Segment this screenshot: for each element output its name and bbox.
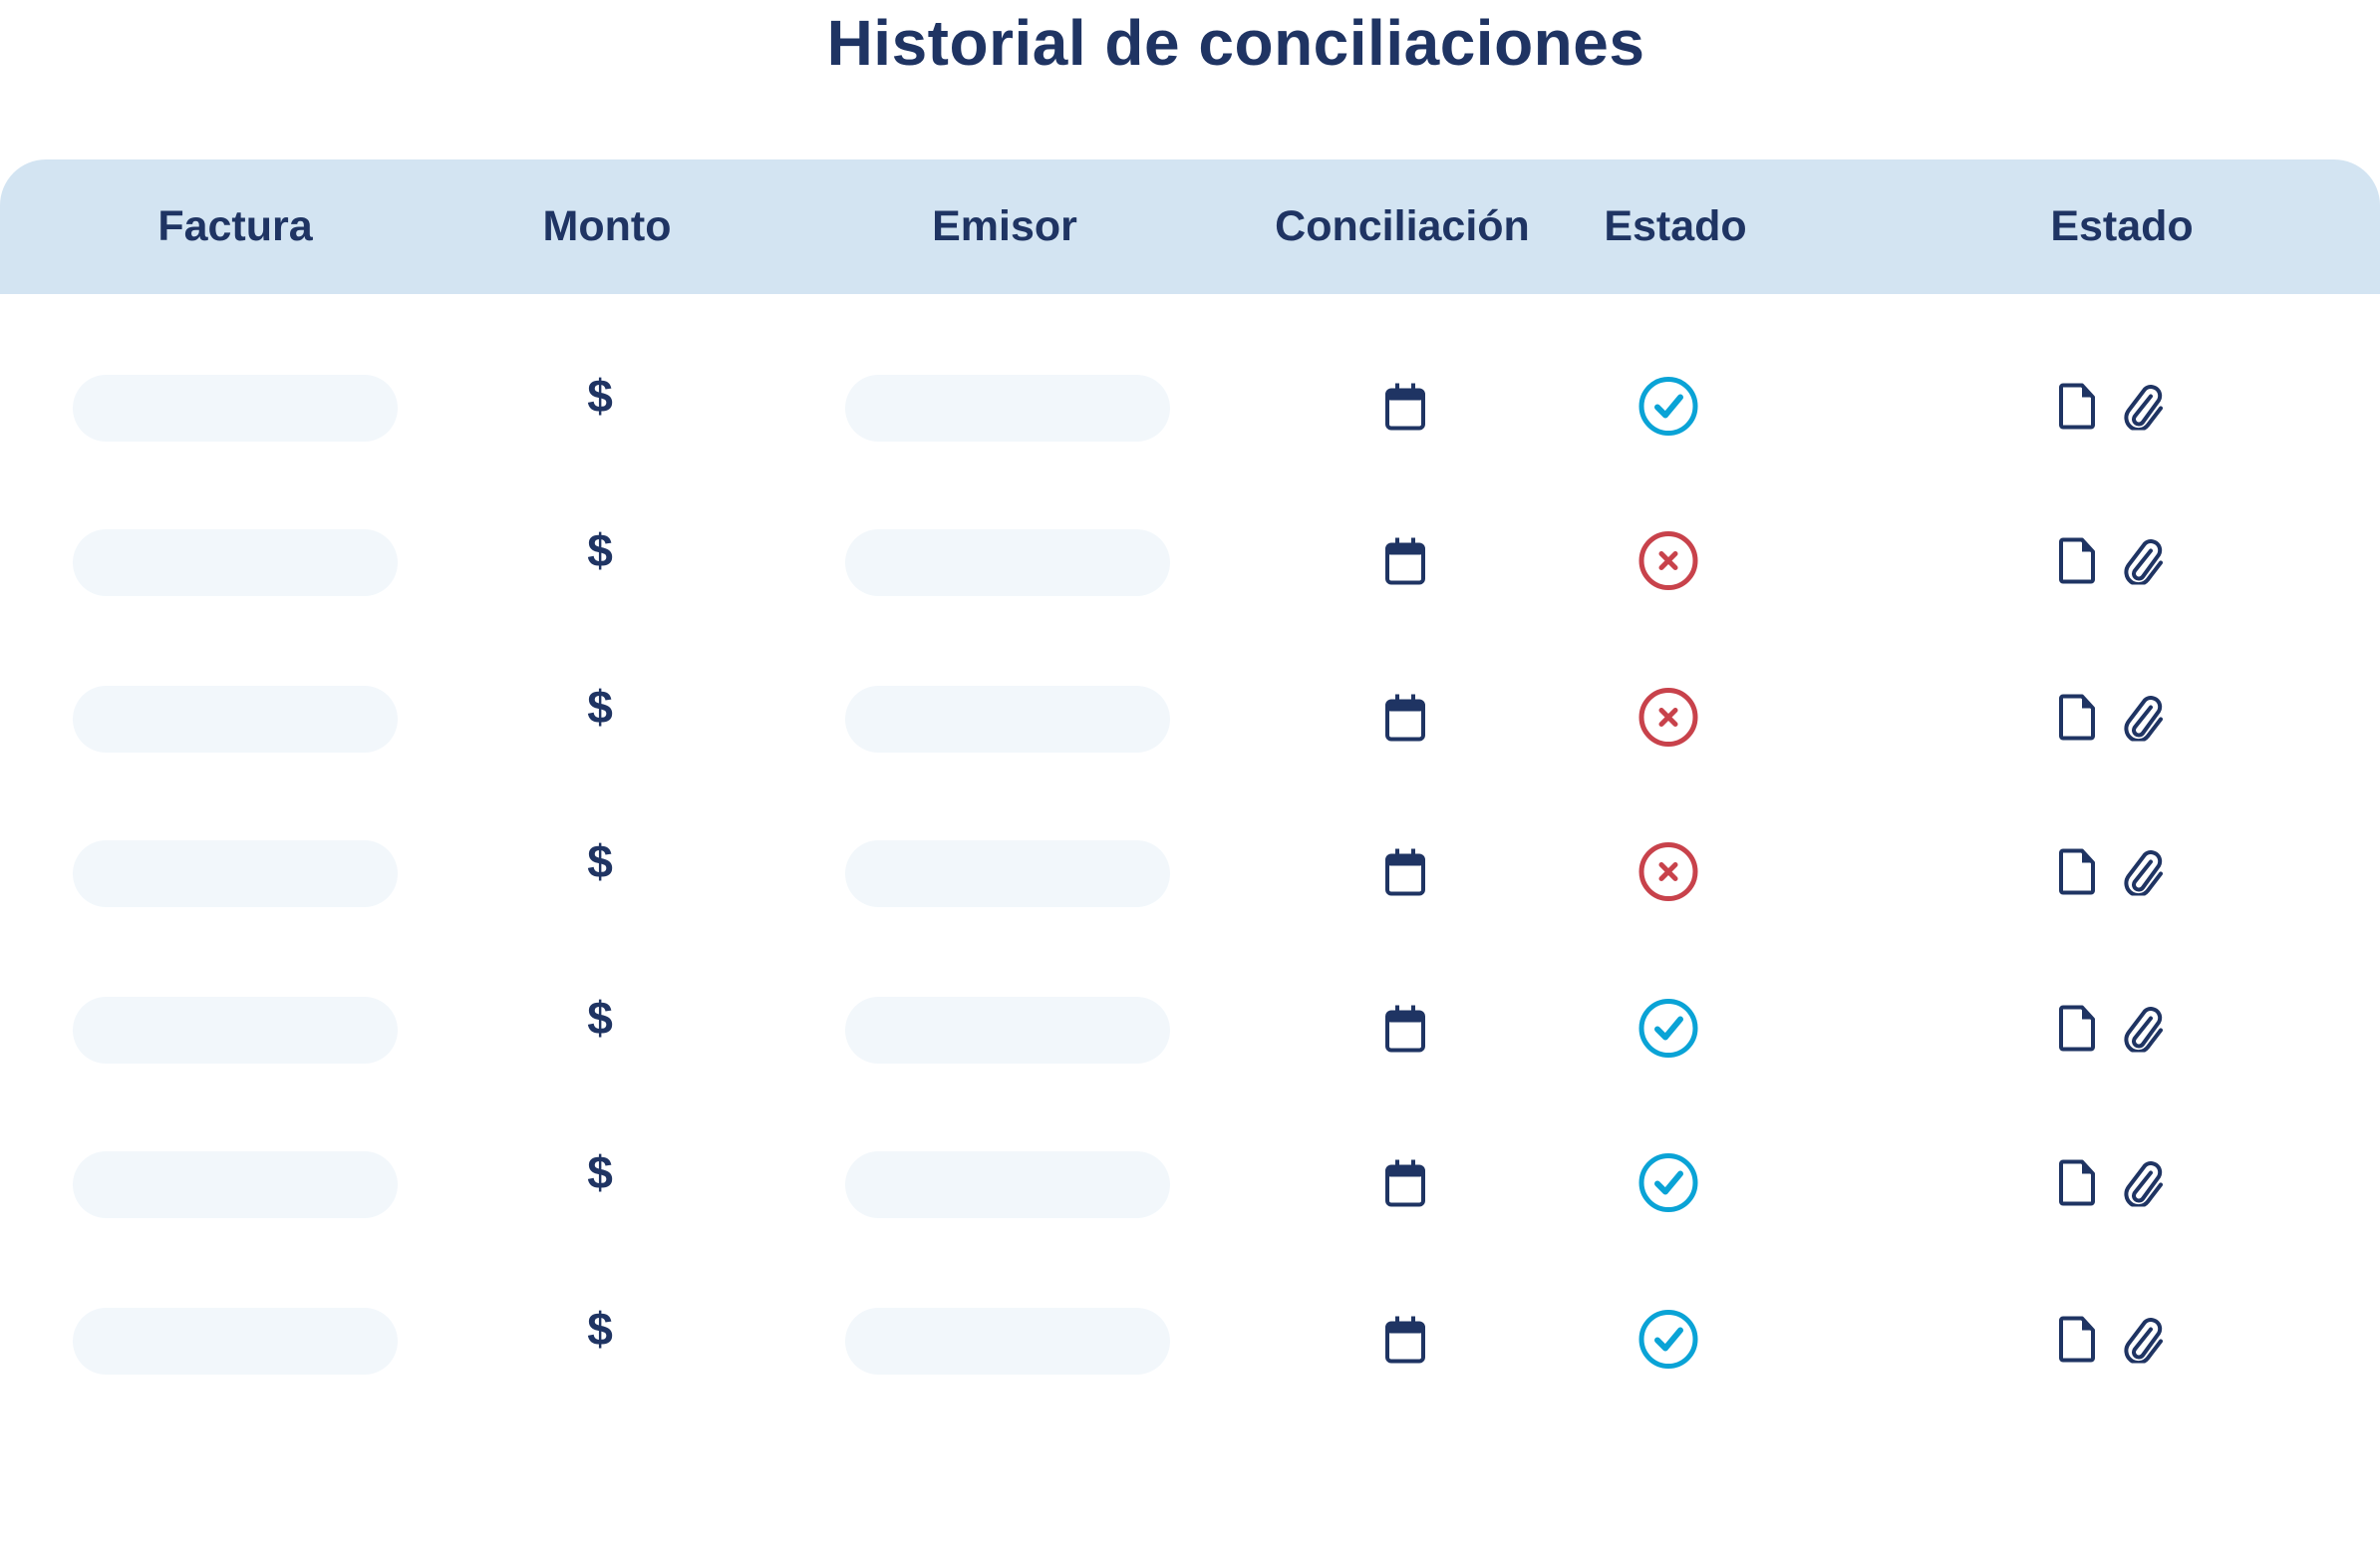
factura-placeholder [73, 529, 398, 596]
calendar-icon[interactable] [1385, 537, 1425, 590]
paperclip-icon[interactable] [2121, 1005, 2165, 1058]
check-circle-icon [1637, 1152, 1699, 1219]
column-header-factura[interactable]: Factura [157, 202, 313, 250]
calendar-icon[interactable] [1385, 383, 1425, 436]
table-row[interactable]: $ [0, 513, 2380, 613]
calendar-icon[interactable] [1385, 1005, 1425, 1058]
document-icon[interactable] [2058, 1159, 2096, 1212]
table-row[interactable]: $ [0, 1292, 2380, 1392]
document-icon[interactable] [2058, 1005, 2096, 1058]
emisor-placeholder [845, 686, 1170, 753]
factura-placeholder [73, 375, 398, 442]
monto-currency: $ [587, 370, 613, 422]
factura-placeholder [73, 686, 398, 753]
document-icon[interactable] [2058, 848, 2096, 901]
column-header-conciliacion[interactable]: Conciliación [1275, 202, 1530, 250]
monto-currency: $ [587, 524, 613, 576]
monto-currency: $ [587, 1146, 613, 1198]
x-circle-icon [1637, 841, 1699, 908]
paperclip-icon[interactable] [2121, 537, 2165, 590]
column-header-estado[interactable]: Estado [1604, 202, 1747, 250]
column-header-estado-documentos[interactable]: Estado [2050, 202, 2194, 250]
factura-placeholder [73, 1308, 398, 1375]
table-row[interactable]: $ [0, 1135, 2380, 1235]
calendar-icon[interactable] [1385, 1159, 1425, 1212]
monto-currency: $ [587, 1303, 613, 1355]
paperclip-icon[interactable] [2121, 1316, 2165, 1369]
column-header-monto[interactable]: Monto [542, 202, 672, 250]
emisor-placeholder [845, 997, 1170, 1064]
check-circle-icon [1637, 998, 1699, 1065]
document-icon[interactable] [2058, 694, 2096, 747]
document-icon[interactable] [2058, 537, 2096, 590]
document-icon[interactable] [2058, 1316, 2096, 1369]
x-circle-icon [1637, 687, 1699, 754]
factura-placeholder [73, 1151, 398, 1218]
calendar-icon[interactable] [1385, 694, 1425, 747]
factura-placeholder [73, 997, 398, 1064]
document-icon[interactable] [2058, 383, 2096, 436]
x-circle-icon [1637, 530, 1699, 597]
emisor-placeholder [845, 529, 1170, 596]
factura-placeholder [73, 840, 398, 907]
emisor-placeholder [845, 1151, 1170, 1218]
paperclip-icon[interactable] [2121, 383, 2165, 436]
emisor-placeholder [845, 375, 1170, 442]
column-header-emisor[interactable]: Emisor [932, 202, 1077, 250]
monto-currency: $ [587, 835, 613, 887]
table-header: Factura Monto Emisor Conciliación Estado… [0, 159, 2380, 294]
monto-currency: $ [587, 681, 613, 733]
paperclip-icon[interactable] [2121, 848, 2165, 901]
calendar-icon[interactable] [1385, 1316, 1425, 1369]
monto-currency: $ [587, 992, 613, 1044]
table-row[interactable]: $ [0, 670, 2380, 770]
emisor-placeholder [845, 840, 1170, 907]
page-title: Historial de conciliaciones [826, 7, 1645, 79]
emisor-placeholder [845, 1308, 1170, 1375]
calendar-icon[interactable] [1385, 848, 1425, 901]
paperclip-icon[interactable] [2121, 694, 2165, 747]
check-circle-icon [1637, 1309, 1699, 1376]
table-row[interactable]: $ [0, 359, 2380, 459]
check-circle-icon [1637, 376, 1699, 443]
table-row[interactable]: $ [0, 824, 2380, 924]
table-row[interactable]: $ [0, 981, 2380, 1081]
paperclip-icon[interactable] [2121, 1159, 2165, 1212]
